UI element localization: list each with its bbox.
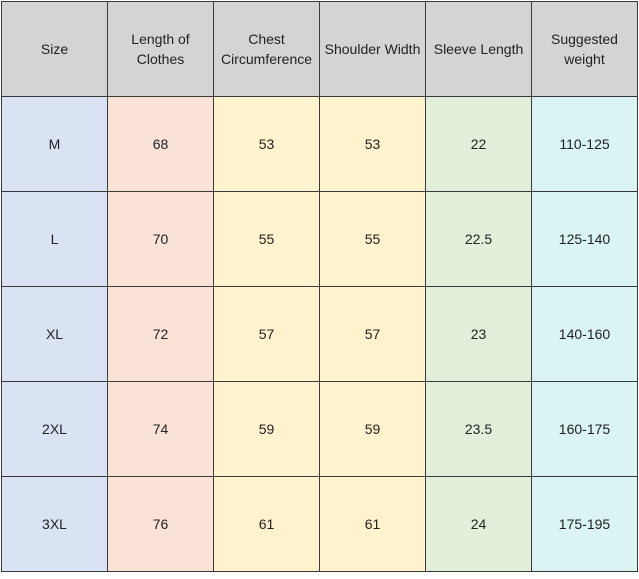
table-cell: L <box>1 191 108 287</box>
table-cell: 160-175 <box>531 381 638 477</box>
table-cell: 55 <box>319 191 426 287</box>
table-cell: XL <box>1 286 108 382</box>
table-cell: 125-140 <box>531 191 638 287</box>
table-cell: 61 <box>213 476 320 572</box>
table-cell: 110-125 <box>531 96 638 192</box>
table-cell: 3XL <box>1 476 108 572</box>
table-cell: 68 <box>107 96 214 192</box>
table-body: M 68 53 53 22 110-125 L 70 55 55 22.5 125-140 XL 72 57… <box>1 96 638 572</box>
table-row: L 70 55 55 22.5 125-140 <box>1 191 638 287</box>
table-row: 3XL 76 61 61 24 175-195 <box>1 476 638 572</box>
table-cell: 53 <box>319 96 426 192</box>
table-cell: M <box>1 96 108 192</box>
header-cell: Sleeve Length <box>425 1 532 97</box>
header-cell: Chest Circumference <box>213 1 320 97</box>
table-cell: 53 <box>213 96 320 192</box>
table-cell: 57 <box>213 286 320 382</box>
table-row: XL 72 57 57 23 140-160 <box>1 286 638 382</box>
table-cell: 23 <box>425 286 532 382</box>
table-row: 2XL 74 59 59 23.5 160-175 <box>1 381 638 477</box>
table-cell: 22.5 <box>425 191 532 287</box>
table-cell: 72 <box>107 286 214 382</box>
header-cell: Shoulder Width <box>319 1 426 97</box>
table-cell: 76 <box>107 476 214 572</box>
table-row: M 68 53 53 22 110-125 <box>1 96 638 192</box>
header-cell: Length of Clothes <box>107 1 214 97</box>
header-cell: Suggested weight <box>531 1 638 97</box>
table-cell: 70 <box>107 191 214 287</box>
header-row: Size Length of Clothes Chest Circumference… <box>1 1 638 97</box>
table-cell: 140-160 <box>531 286 638 382</box>
table-header: Size Length of Clothes Chest Circumference… <box>1 1 638 97</box>
table-cell: 59 <box>319 381 426 477</box>
table-cell: 2XL <box>1 381 108 477</box>
table-cell: 57 <box>319 286 426 382</box>
table-cell: 22 <box>425 96 532 192</box>
table-cell: 61 <box>319 476 426 572</box>
table-cell: 59 <box>213 381 320 477</box>
table-cell: 74 <box>107 381 214 477</box>
header-cell: Size <box>1 1 108 97</box>
table-cell: 24 <box>425 476 532 572</box>
table-cell: 175-195 <box>531 476 638 572</box>
table-cell: 55 <box>213 191 320 287</box>
table-cell: 23.5 <box>425 381 532 477</box>
